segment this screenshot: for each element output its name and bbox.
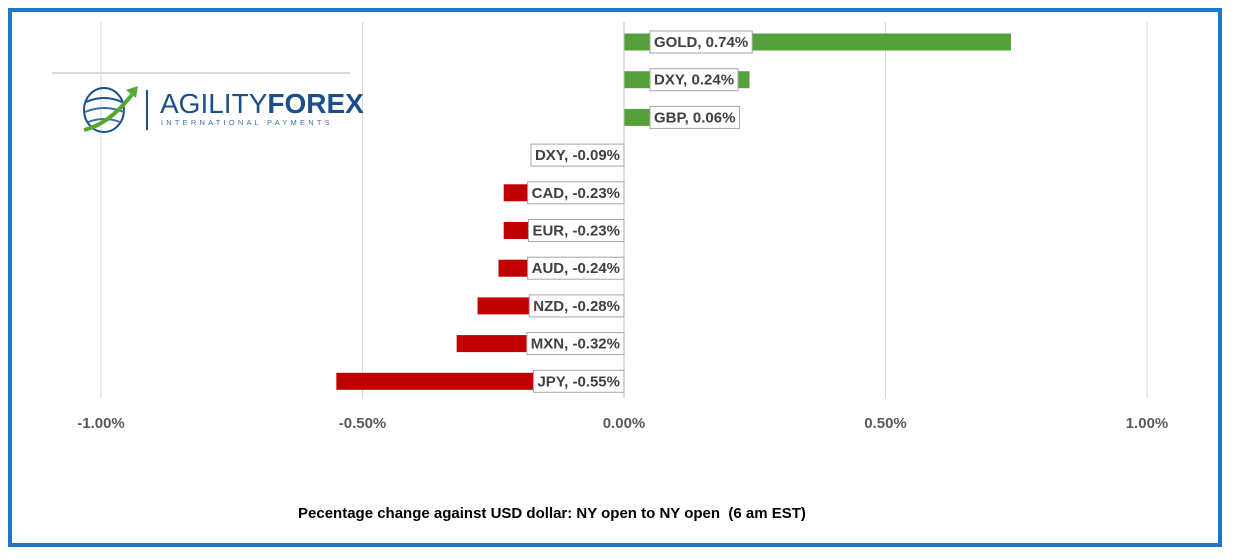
data-label: DXY, -0.09% — [535, 147, 620, 164]
data-label-box — [649, 105, 740, 129]
brand-name-part2: FOREX — [267, 88, 364, 119]
data-label: CAD, -0.23% — [532, 185, 620, 202]
bar — [624, 108, 656, 126]
data-label-box — [527, 181, 625, 205]
brand-name: AGILITYFOREX — [160, 88, 364, 120]
data-label: GOLD, 0.74% — [654, 34, 748, 51]
x-tick-label: -0.50% — [339, 415, 387, 432]
data-label: JPY, -0.55% — [537, 373, 620, 390]
globe-arrow-icon — [83, 86, 148, 133]
x-tick-label: 0.00% — [603, 415, 646, 432]
data-label-box — [527, 219, 625, 242]
brand-tagline: INTERNATIONAL PAYMENTS — [161, 118, 333, 127]
data-label-box — [649, 30, 753, 54]
x-tick-label: 0.50% — [864, 415, 907, 432]
brand-name-part1: AGILITY — [160, 88, 268, 119]
data-label-box — [527, 256, 625, 280]
x-tick-label: -1.00% — [77, 415, 125, 432]
logo-divider — [52, 72, 350, 74]
data-label: MXN, -0.32% — [531, 336, 620, 353]
data-label-box — [526, 332, 625, 356]
data-label-box — [649, 68, 739, 92]
data-label: DXY, 0.24% — [654, 72, 734, 89]
data-label: GBP, 0.06% — [654, 109, 735, 126]
data-label-box — [528, 294, 625, 318]
data-label-box — [530, 143, 625, 167]
data-label: AUD, -0.24% — [532, 260, 620, 277]
agility-forex-logo — [80, 80, 360, 140]
data-label-box — [532, 369, 625, 393]
data-label: NZD, -0.28% — [533, 298, 620, 315]
x-tick-label: 1.00% — [1126, 415, 1169, 432]
x-axis-label: Pecentage change against USD dollar: NY … — [298, 505, 806, 522]
data-label: EUR, -0.23% — [532, 223, 620, 240]
